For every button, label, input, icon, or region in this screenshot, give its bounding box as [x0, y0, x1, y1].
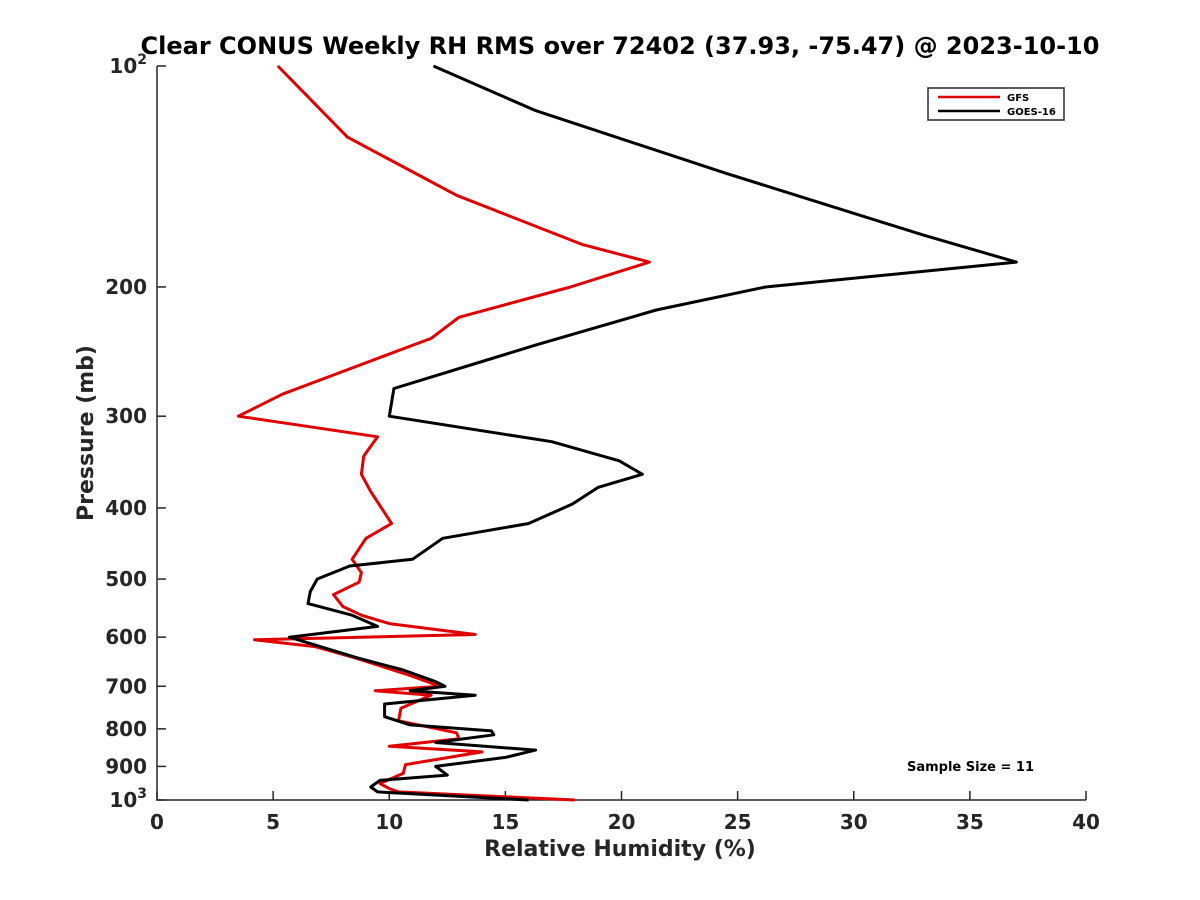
x-tick-label: 20 [608, 810, 636, 834]
series-line-goes16 [287, 64, 1018, 802]
sample-size-annotation: Sample Size = 11 [907, 760, 1034, 775]
chart-title: Clear CONUS Weekly RH RMS over 72402 (37… [141, 32, 1100, 60]
legend: GFS GOES-16 [927, 87, 1065, 121]
series-line-gfs [236, 64, 651, 802]
y-tick-label: 102 [109, 52, 147, 78]
x-tick-label: 15 [491, 810, 519, 834]
x-tick-label: 30 [840, 810, 868, 834]
y-tick-label: 800 [105, 717, 147, 741]
legend-label-gfs: GFS [1007, 93, 1029, 104]
series-layer [236, 64, 1018, 802]
x-tick-label: 5 [266, 810, 280, 834]
y-tick-label: 200 [105, 275, 147, 299]
legend-box [927, 87, 1065, 121]
y-tick-label: 700 [105, 674, 147, 698]
x-tick-label: 25 [724, 810, 752, 834]
y-tick-label: 103 [109, 786, 147, 812]
y-axis-ticks: 102 200 300 400 500 600 700 800 900 103 [105, 52, 166, 812]
y-axis-label: Pressure (mb) [74, 345, 99, 521]
y-tick-label: 300 [105, 404, 147, 428]
y-tick-label: 600 [105, 625, 147, 649]
legend-label-goes16: GOES-16 [1007, 107, 1056, 118]
x-tick-label: 35 [956, 810, 984, 834]
y-tick-label: 900 [105, 754, 147, 778]
x-tick-label: 0 [150, 810, 164, 834]
x-tick-label: 10 [375, 810, 403, 834]
x-axis-label: Relative Humidity (%) [484, 837, 756, 862]
plot-area: 0 5 10 15 20 25 30 35 40 102 200 300 400 500 600 700 80… [105, 52, 1100, 834]
y-tick-label: 500 [105, 567, 147, 591]
y-tick-label: 400 [105, 496, 147, 520]
x-tick-label: 40 [1072, 810, 1100, 834]
x-axis-ticks: 0 5 10 15 20 25 30 35 40 [150, 791, 1100, 834]
